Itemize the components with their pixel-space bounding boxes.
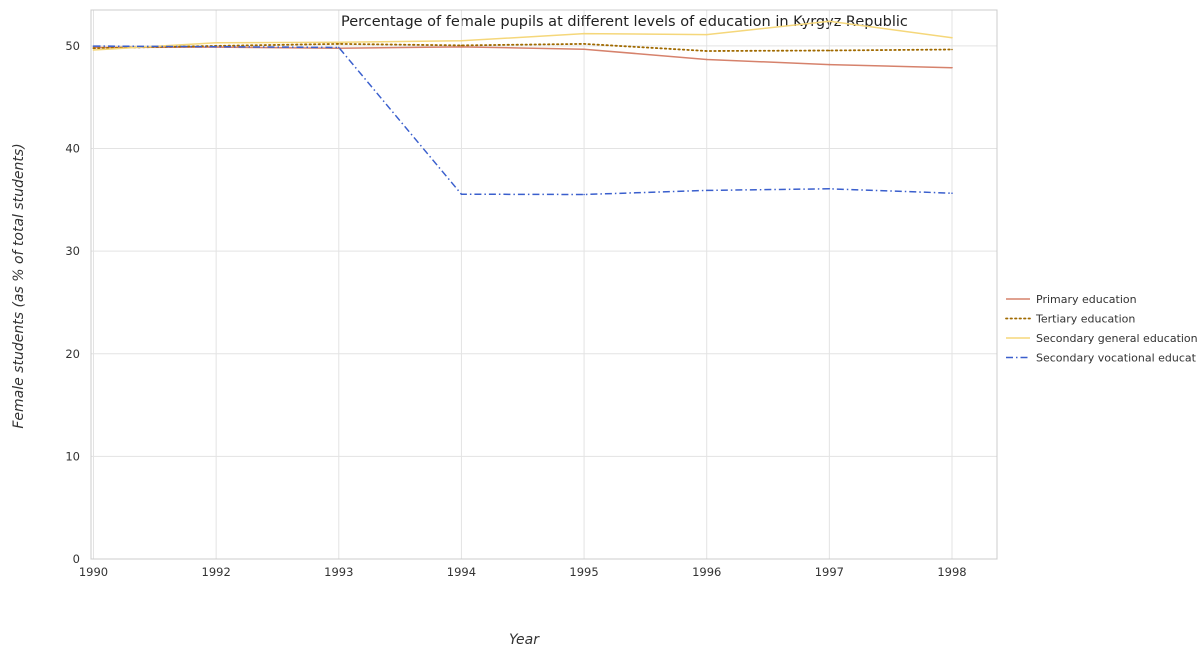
data-point — [705, 58, 708, 61]
data-point — [337, 41, 340, 44]
legend-label: Secondary general education — [1036, 332, 1197, 345]
series-secondary-vocational-education — [92, 45, 953, 196]
x-tick-label: 1998 — [937, 565, 966, 579]
series-tertiary-education — [92, 42, 953, 52]
x-tick-label: 1995 — [569, 565, 598, 579]
data-point — [828, 20, 831, 23]
grid-lines — [91, 10, 997, 560]
legend-label: Tertiary education — [1035, 313, 1135, 326]
data-point — [92, 49, 95, 51]
data-point — [337, 46, 340, 49]
x-axis-label: Year — [509, 632, 540, 648]
y-tick-label: 10 — [65, 449, 80, 463]
series-line — [93, 45, 953, 196]
data-point — [705, 50, 708, 52]
y-tick-label: 50 — [65, 39, 80, 53]
data-point — [583, 32, 585, 35]
data-point — [215, 45, 217, 48]
y-tick-label: 40 — [65, 142, 80, 156]
y-axis-label: Female students (as % of total students) — [11, 143, 27, 428]
data-point — [337, 43, 340, 45]
series-lines — [92, 20, 953, 196]
y-tick-label: 0 — [73, 552, 80, 566]
series-secondary-general-education — [92, 20, 953, 51]
data-point — [583, 43, 585, 45]
data-point — [460, 39, 463, 42]
series-line — [93, 46, 953, 69]
chart-title: Percentage of female pupils at different… — [341, 14, 908, 30]
series-primary-education — [92, 46, 953, 69]
data-point — [951, 36, 953, 39]
legend: Primary education Tertiary education Secon… — [1005, 293, 1197, 365]
data-point — [215, 42, 217, 44]
data-point — [92, 45, 95, 47]
x-tick-label: 1997 — [815, 565, 844, 579]
data-point — [705, 189, 708, 192]
series-line — [93, 20, 953, 51]
data-point — [460, 44, 463, 47]
data-point — [460, 193, 463, 195]
data-point — [828, 187, 831, 190]
data-point — [828, 63, 831, 66]
x-tick-label: 1990 — [79, 565, 108, 579]
data-point — [92, 47, 95, 49]
x-tick-label: 1996 — [692, 565, 721, 579]
x-tick-label: 1992 — [202, 565, 231, 579]
y-axis: 0 10 20 30 40 50 — [65, 39, 80, 566]
data-point — [951, 66, 953, 69]
data-point — [583, 193, 585, 196]
data-point — [951, 192, 953, 194]
data-point — [828, 49, 831, 52]
x-axis: 1990 1992 1993 1994 1995 1996 1997 1998 — [79, 565, 967, 579]
y-tick-label: 20 — [65, 347, 80, 361]
data-point — [460, 46, 463, 48]
data-point — [705, 33, 708, 36]
series-line — [92, 42, 953, 52]
legend-label: Secondary vocational education — [1036, 352, 1197, 365]
x-tick-label: 1994 — [447, 565, 476, 579]
plot-area — [90, 9, 998, 560]
x-tick-label: 1993 — [324, 565, 353, 579]
legend-label: Primary education — [1036, 293, 1137, 306]
data-point — [951, 48, 953, 51]
y-tick-label: 30 — [65, 244, 80, 258]
data-point — [583, 48, 585, 50]
